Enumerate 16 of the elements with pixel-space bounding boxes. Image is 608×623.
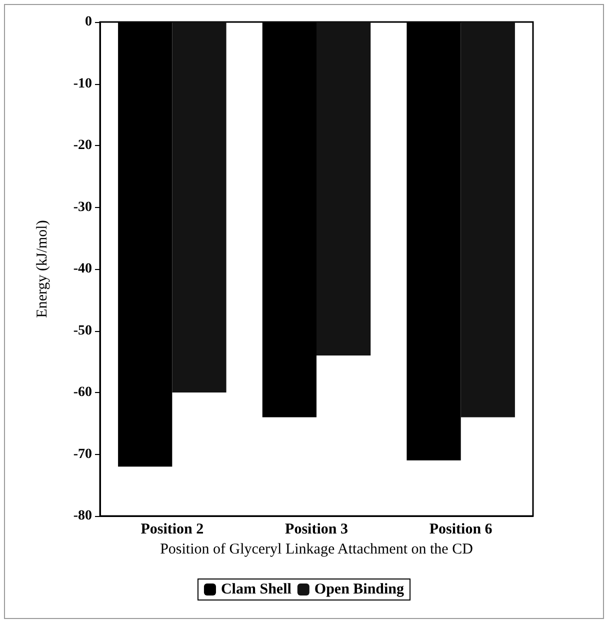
y-tick-label: -60 (73, 385, 92, 400)
x-axis-title: Position of Glyceryl Linkage Attachment on the CD (160, 542, 474, 558)
y-axis-title: Energy (kJ/mol) (34, 220, 50, 318)
y-tick-label: -50 (73, 323, 92, 338)
y-tick-label: -20 (73, 138, 92, 153)
y-tick-label: -30 (73, 200, 92, 215)
x-tick-label: Position 6 (429, 522, 493, 538)
legend-label: Open Binding (314, 582, 405, 598)
y-tick-label: -70 (73, 446, 92, 462)
x-tick-label: Position 2 (140, 522, 204, 538)
y-tick-label: -80 (73, 508, 92, 524)
y-tick-label: -40 (73, 262, 92, 276)
x-tick-label: Position 3 (285, 522, 348, 538)
y-tick-label: 0 (85, 14, 92, 30)
y-tick-label: -10 (73, 76, 92, 92)
legend-label: Clam Shell (220, 582, 292, 598)
